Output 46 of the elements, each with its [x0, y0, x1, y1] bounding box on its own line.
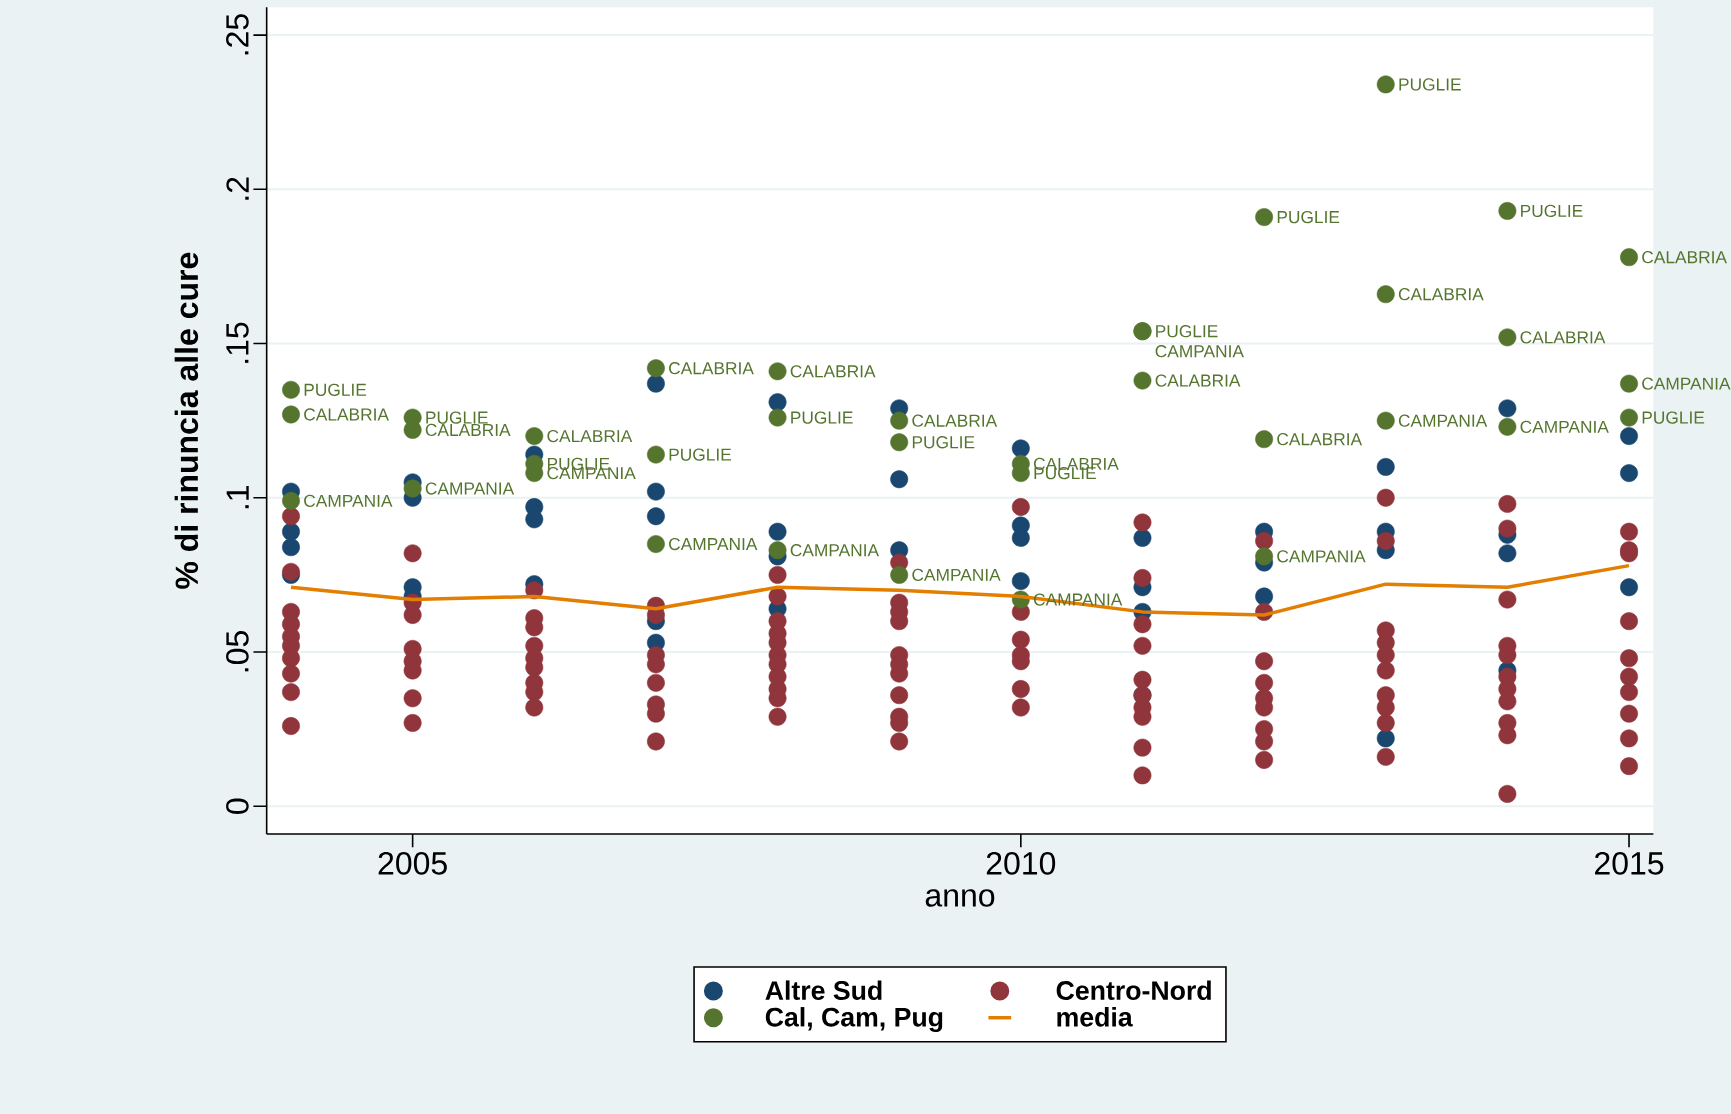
x-tick-label: 2010 — [986, 852, 1056, 875]
annotation: PUGLIE — [791, 411, 853, 424]
annotation: PUGLIE — [669, 448, 732, 461]
annotation: CAMPANIA — [1398, 414, 1488, 427]
annotation: CAMPANIA — [669, 537, 758, 551]
annotation: PUGLIE — [1277, 210, 1340, 224]
y-axis-title: % di rinuncia alle cure — [174, 252, 199, 589]
annotation: CALABRIA — [1642, 251, 1727, 264]
annotation: CAMPANIA — [425, 482, 515, 495]
legend-label: Cal, Cam, Pug — [765, 1007, 943, 1033]
y-tick-label: .1 — [226, 486, 249, 509]
annotation: PUGLIE — [1399, 78, 1461, 91]
y-tick-label: .05 — [226, 631, 249, 672]
annotation: CAMPANIA — [1642, 377, 1731, 390]
y-tick-label: .25 — [226, 14, 249, 55]
annotation: CAMPANIA — [304, 494, 393, 507]
y-tick-label: 0 — [226, 798, 249, 814]
legend-label: Altre Sud — [765, 980, 882, 1000]
annotation: CALABRIA — [1277, 433, 1363, 446]
x-axis-title: anno — [925, 889, 995, 907]
legend-label: media — [1057, 1007, 1133, 1027]
annotation: CALABRIA — [304, 408, 389, 421]
annotation: CALABRIA — [669, 362, 754, 375]
y-tick-label: .2 — [226, 177, 249, 200]
annotation: CAMPANIA — [1277, 550, 1366, 563]
annotation: CAMPANIA — [1155, 345, 1244, 358]
annotation: CALABRIA — [425, 423, 511, 437]
annotation: CALABRIA — [1520, 331, 1606, 344]
x-tick-label: 2015 — [1595, 852, 1664, 875]
annotation: CALABRIA — [547, 429, 633, 443]
annotation: CAMPANIA — [912, 568, 1001, 582]
y-tick-label: .15 — [226, 322, 249, 363]
annotation: PUGLIE — [1642, 411, 1705, 424]
annotation: CAMPANIA — [1520, 420, 1609, 433]
annotation: PUGLIE — [1156, 325, 1218, 338]
legend-label: Centro-Nord — [1056, 980, 1211, 1000]
annotation: CALABRIA — [790, 365, 876, 378]
annotation: CALABRIA — [912, 414, 998, 427]
x-tick-label: 2005 — [378, 852, 447, 875]
annotation: CALABRIA — [1155, 374, 1241, 387]
annotation: PUGLIE — [1521, 204, 1583, 218]
annotation: CALABRIA — [1398, 288, 1484, 301]
annotation: CAMPANIA — [790, 544, 880, 557]
annotation: PUGLIE — [912, 436, 975, 449]
annotation: PUGLIE — [426, 411, 488, 424]
annotation: PUGLIE — [304, 383, 367, 396]
